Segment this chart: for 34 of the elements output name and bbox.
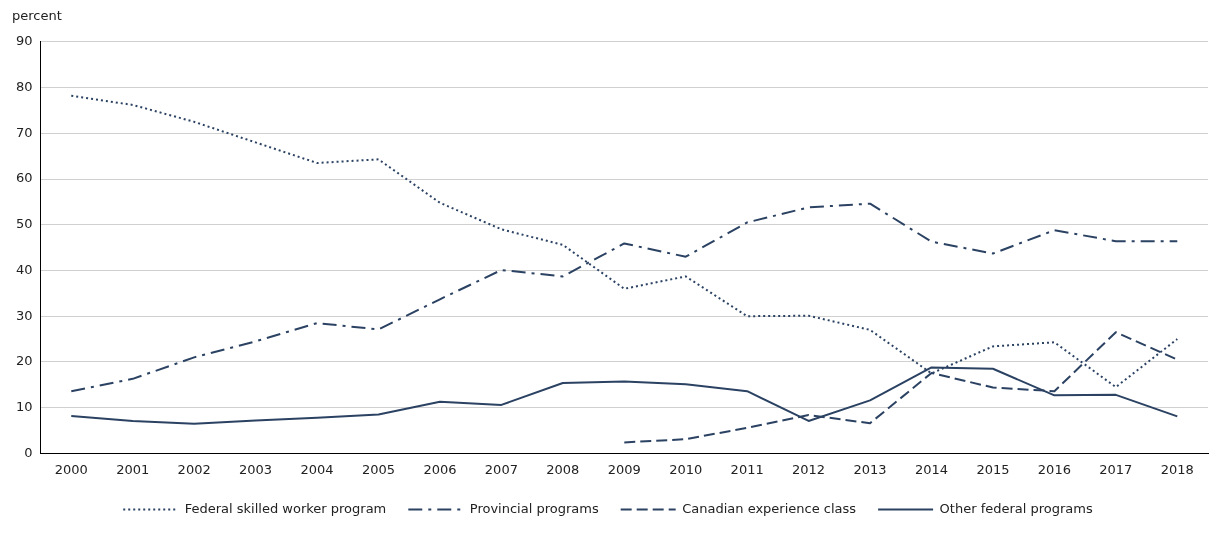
y-tick-label: 90 <box>16 33 33 49</box>
y-tick-label: 0 <box>24 444 33 460</box>
legend-label: Other federal programs <box>939 500 1093 516</box>
y-tick-label: 10 <box>16 399 33 415</box>
x-tick-label: 2004 <box>300 461 334 477</box>
x-tick-label: 2018 <box>1160 461 1194 477</box>
legend-label: Federal skilled worker program <box>184 500 387 516</box>
legend-label: Canadian experience class <box>682 500 857 516</box>
x-tick-label: 2017 <box>1099 461 1133 477</box>
legend-label: Provincial programs <box>469 500 599 516</box>
y-axis-title: percent <box>12 8 63 25</box>
x-tick-label: 2016 <box>1037 461 1071 477</box>
x-tick-label: 2008 <box>546 461 580 477</box>
y-tick-label: 30 <box>16 307 33 323</box>
x-tick-label: 2012 <box>792 461 826 477</box>
x-tick-label: 2006 <box>423 461 457 477</box>
x-tick-label: 2015 <box>976 461 1010 477</box>
x-tick-label: 2007 <box>484 461 518 477</box>
y-tick-label: 60 <box>16 170 33 186</box>
x-tick-label: 2009 <box>607 461 641 477</box>
x-tick-label: 2014 <box>914 461 949 477</box>
y-tick-label: 40 <box>16 261 33 277</box>
y-tick-label: 70 <box>16 124 33 140</box>
x-tick-label: 2002 <box>177 461 211 477</box>
x-tick-label: 2000 <box>54 461 88 477</box>
x-tick-label: 2003 <box>239 461 273 477</box>
x-tick-label: 2013 <box>853 461 887 477</box>
y-tick-label: 50 <box>16 216 33 232</box>
x-tick-label: 2011 <box>730 461 764 477</box>
y-tick-label: 80 <box>16 78 33 94</box>
x-tick-label: 2010 <box>669 461 703 477</box>
x-tick-label: 2005 <box>361 461 396 477</box>
x-tick-label: 2001 <box>116 461 150 477</box>
y-tick-label: 20 <box>16 353 33 369</box>
